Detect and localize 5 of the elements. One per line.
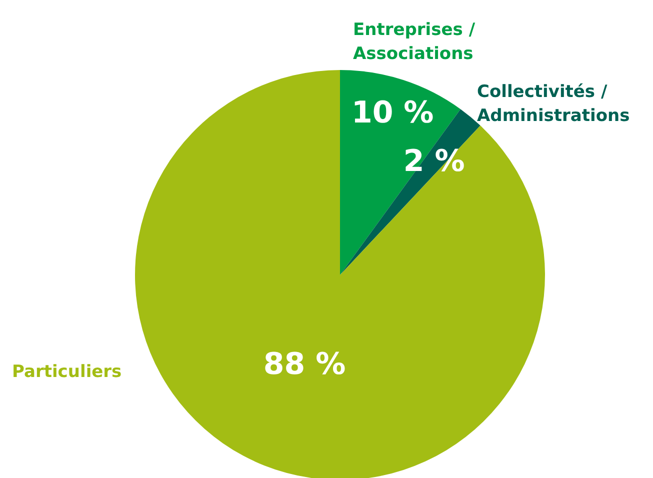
slice-label: Particuliers (12, 362, 122, 382)
slice-label: Entreprises / Associations (353, 20, 481, 64)
data-label: 88 % (263, 347, 346, 382)
data-label: 10 % (351, 96, 434, 131)
slice-label: Collectivités / Administrations (477, 82, 630, 126)
